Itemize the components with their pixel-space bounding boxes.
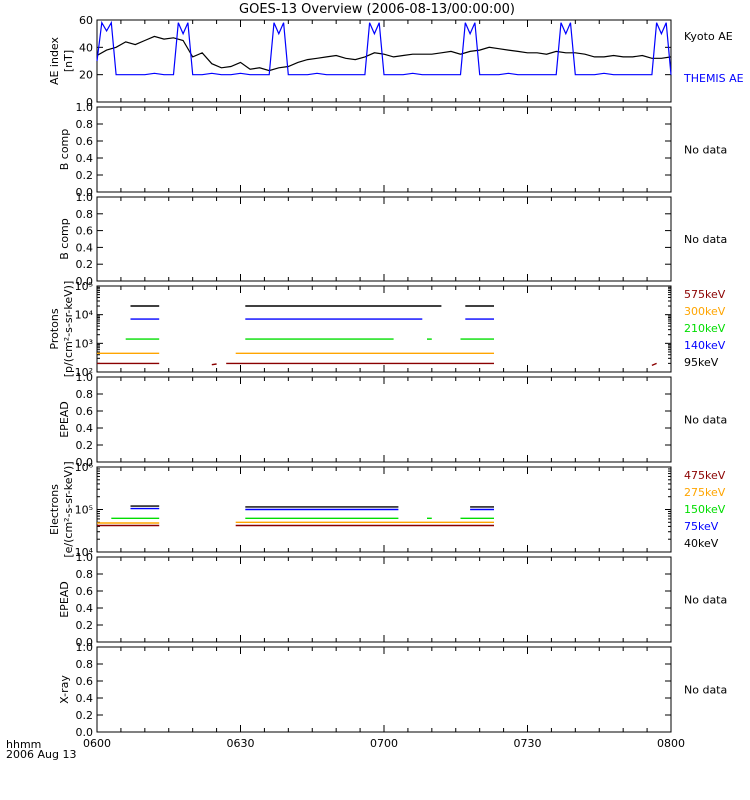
y-tick-label: 10⁴ [75, 309, 94, 322]
time-axis-label: hhmm [6, 738, 41, 751]
y-tick-label: 0.0 [76, 186, 94, 199]
y-axis-label: X-ray [58, 675, 71, 704]
y-axis-unit-label: [p/(cm²-s-sr-keV)] [62, 281, 75, 378]
y-axis-label: Protons [48, 308, 61, 349]
panel-b_comp_2: 0.0 0.2 0.4 0.6 0.8 1.0 B comp No data [58, 191, 727, 288]
y-tick-label: 0.8 [76, 568, 94, 581]
y-tick-label: 0.0 [76, 636, 94, 649]
y-tick-label: 1.0 [76, 191, 94, 204]
y-tick-label: 0.6 [76, 135, 94, 148]
y-axis-label: B comp [58, 218, 71, 260]
y-tick-label: 20 [79, 69, 93, 82]
series-kyoto-ae-line [96, 35, 672, 72]
y-tick-label: 0 [86, 96, 93, 109]
panel-frame [96, 646, 672, 733]
y-tick-label: 1.0 [76, 551, 94, 564]
panel-b_comp_1: 0.0 0.2 0.4 0.6 0.8 1.0 B comp No data [58, 101, 727, 199]
series-575kev-segment [211, 363, 217, 366]
y-tick-label: 0.0 [76, 726, 94, 739]
y-tick-label: 0.8 [76, 118, 94, 131]
y-tick-label: 0.2 [76, 709, 94, 722]
panel-ae_index: 0 20 40 60 AE index [nT] Kyoto AE THEMIS AE [48, 14, 744, 109]
y-tick-label: 0.0 [76, 456, 94, 469]
y-tick-label: 10⁶ [75, 461, 94, 474]
y-axis-label: Electrons [48, 484, 61, 535]
x-tick-label: 0800 [657, 737, 685, 750]
legend-label: 300keV [684, 305, 726, 318]
y-tick-label: 0.2 [76, 619, 94, 632]
x-tick-label: 0730 [514, 737, 542, 750]
y-tick-label: 0.4 [76, 692, 94, 705]
legend-label: 40keV [684, 537, 719, 550]
y-tick-label: 0.8 [76, 658, 94, 671]
y-tick-label: 0.6 [76, 225, 94, 238]
series-575kev-segment [651, 362, 657, 367]
legend-label: 150keV [684, 503, 726, 516]
legend-label: 140keV [684, 339, 726, 352]
no-data-note: No data [684, 414, 727, 427]
panel-protons: 10² 10³ 10⁴ 10⁵ Protons [p/(cm²-s-sr-keV)] 575… [48, 280, 726, 379]
y-axis-label: EPEAD [58, 581, 71, 618]
y-axis-unit-label: [nT] [62, 50, 75, 72]
y-tick-label: 0.4 [76, 602, 94, 615]
y-axis-unit-label: [e/(cm²-s-sr-keV)] [62, 461, 75, 557]
legend-label: THEMIS AE [683, 72, 744, 85]
no-data-note: No data [684, 684, 727, 697]
y-tick-label: 1.0 [76, 371, 94, 384]
y-tick-label: 60 [79, 14, 93, 27]
y-axis-label: EPEAD [58, 401, 71, 438]
y-tick-label: 0.4 [76, 152, 94, 165]
y-tick-label: 0.6 [76, 675, 94, 688]
x-tick-label: 0600 [83, 737, 111, 750]
legend-label: Kyoto AE [684, 30, 733, 43]
panel-frame [96, 285, 672, 373]
y-tick-label: 10⁵ [75, 280, 93, 293]
y-tick-label: 0.2 [76, 439, 94, 452]
y-tick-label: 0.4 [76, 422, 94, 435]
no-data-note: No data [684, 233, 727, 246]
y-tick-label: 0.8 [76, 388, 94, 401]
series-themis-ae-line [96, 20, 672, 76]
panel-epead_1: 0.0 0.2 0.4 0.6 0.8 1.0 EPEAD No data [58, 371, 727, 469]
y-tick-label: 0.6 [76, 405, 94, 418]
y-tick-label: 40 [79, 41, 93, 54]
y-tick-label: 0.4 [76, 241, 94, 254]
date-label: 2006 Aug 13 [6, 748, 76, 761]
panel-electrons: 10⁴ 10⁵ 10⁶ Electrons [e/(cm²-s-sr-keV)] 475k… [48, 461, 726, 559]
y-tick-label: 10² [75, 366, 93, 379]
panel-frame [96, 196, 672, 282]
legend-label: 275keV [684, 486, 726, 499]
y-tick-label: 0.2 [76, 169, 94, 182]
panel-epead_2: 0.0 0.2 0.4 0.6 0.8 1.0 EPEAD No data [58, 551, 727, 649]
legend-label: 575keV [684, 288, 726, 301]
legend-label: 210keV [684, 322, 726, 335]
panel-frame [96, 376, 672, 463]
no-data-note: No data [684, 144, 727, 157]
panel-xray: 0.0 0.2 0.4 0.6 0.8 1.0 X-ray No data [58, 641, 727, 739]
x-tick-label: 0630 [227, 737, 255, 750]
y-tick-label: 0.8 [76, 208, 94, 221]
legend-label: 75keV [684, 520, 719, 533]
panel-frame [96, 106, 672, 193]
legend-label: 475keV [684, 469, 726, 482]
legend-label: 95keV [684, 356, 719, 369]
y-tick-label: 0.2 [76, 258, 94, 271]
figure-title: GOES-13 Overview (2006-08-13/00:00:00) [239, 2, 515, 17]
x-tick-label: 0700 [370, 737, 398, 750]
y-axis-label: B comp [58, 129, 71, 171]
y-tick-label: 10⁴ [75, 546, 94, 559]
y-tick-label: 0.6 [76, 585, 94, 598]
y-tick-label: 0.0 [76, 275, 94, 288]
y-tick-label: 1.0 [76, 101, 94, 114]
panel-frame [96, 556, 672, 643]
y-tick-label: 10⁵ [75, 504, 93, 517]
y-tick-label: 1.0 [76, 641, 94, 654]
no-data-note: No data [684, 594, 727, 607]
y-axis-label: AE index [48, 36, 61, 85]
y-tick-label: 10³ [75, 337, 93, 350]
